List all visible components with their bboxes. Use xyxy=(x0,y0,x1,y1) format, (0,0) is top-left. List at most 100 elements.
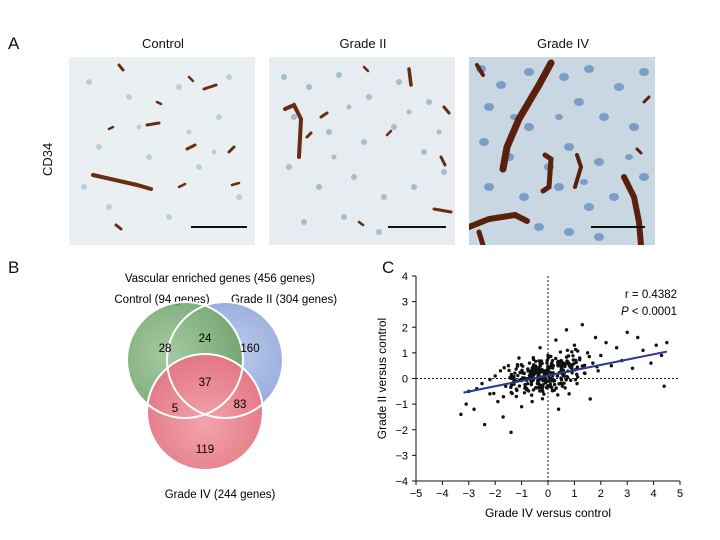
scatter-point xyxy=(548,370,553,375)
x-tick-label: 4 xyxy=(651,488,657,500)
scatter-point xyxy=(525,387,529,391)
scatter-point xyxy=(558,350,563,354)
scatter-point xyxy=(540,397,545,401)
scatter-point xyxy=(529,382,534,387)
scatter-point xyxy=(542,392,546,396)
scatter-point xyxy=(545,358,549,363)
scatter-point xyxy=(482,422,487,427)
venn-count-control-grade2: 24 xyxy=(199,333,212,345)
scatter-point xyxy=(570,366,574,370)
scatter-point xyxy=(501,395,506,399)
scatter-point xyxy=(502,366,506,370)
y-tick-label: −4 xyxy=(395,476,408,488)
scatter-point xyxy=(531,357,536,362)
scatter-point xyxy=(556,359,560,364)
scatter-point xyxy=(571,358,576,362)
scatter-point xyxy=(550,358,555,363)
venn-set-label-grade2: Grade II (304 genes) xyxy=(231,294,337,306)
y-axis-title: Grade II versus control xyxy=(375,318,389,439)
venn-circle-grade4 xyxy=(147,354,263,470)
scatter-point xyxy=(548,384,553,388)
scatter-point xyxy=(588,397,592,401)
venn-count-grade2-grade4: 83 xyxy=(234,399,247,411)
scatter-point xyxy=(522,371,526,376)
scatter-point xyxy=(541,389,545,394)
scatter-point xyxy=(554,356,558,361)
scatter-point xyxy=(659,353,664,358)
scatter-point xyxy=(522,391,527,395)
scatter-point xyxy=(529,393,534,397)
column-title-grade4: Grade IV xyxy=(536,36,590,51)
scatter-point xyxy=(539,383,543,388)
micrograph-control xyxy=(69,57,255,245)
scatter-point xyxy=(543,381,548,385)
scatter-point xyxy=(536,378,541,383)
scatter-point xyxy=(526,381,530,386)
scatter-point xyxy=(587,354,591,359)
scatter-point xyxy=(625,330,629,335)
venn-diagram: Vascular enriched genes (456 genes) Cont… xyxy=(114,273,337,501)
scatter-point xyxy=(507,368,511,373)
scatter-point xyxy=(513,371,517,375)
scatter-point xyxy=(570,350,574,354)
scatter-point xyxy=(662,384,666,388)
scatter-point xyxy=(574,360,578,365)
scatter-point xyxy=(562,381,566,385)
scatter-point xyxy=(496,399,500,404)
scatter-point xyxy=(568,378,573,383)
scatter-point xyxy=(529,369,533,373)
scatter-point xyxy=(559,368,564,372)
scatter-point xyxy=(514,394,519,399)
y-tick-label: −1 xyxy=(395,399,408,411)
y-tick-label: 0 xyxy=(402,374,408,386)
venn-title: Vascular enriched genes (456 genes) xyxy=(125,273,315,285)
scatter-point xyxy=(530,372,535,376)
scatter-point xyxy=(530,399,534,404)
regression-line xyxy=(463,350,667,394)
scatter-point xyxy=(555,374,560,378)
scatter-point xyxy=(575,381,579,386)
scatter-point xyxy=(551,363,555,368)
y-tick-label: 4 xyxy=(402,271,408,283)
panel-c-letter: C xyxy=(382,258,395,277)
scatter-point xyxy=(514,387,519,391)
scatter-point xyxy=(492,391,496,396)
scatter-point xyxy=(538,361,542,366)
scatter-point xyxy=(509,383,514,387)
scatter-point xyxy=(567,361,571,366)
column-title-control: Control xyxy=(142,36,184,51)
scatter-point xyxy=(604,340,608,345)
scatter-point xyxy=(665,340,669,345)
scatter-point xyxy=(571,354,575,358)
scatter-point xyxy=(464,402,468,406)
y-tick-label: −2 xyxy=(395,425,408,437)
row-label-cd34: CD34 xyxy=(40,142,55,176)
scatter-point xyxy=(549,379,554,383)
scatter-point xyxy=(572,362,576,366)
scatter-point xyxy=(530,366,534,370)
scatter-point xyxy=(593,335,598,340)
x-tick-label: −5 xyxy=(410,488,423,500)
scatter-point xyxy=(559,376,563,380)
scatter-point xyxy=(546,353,550,358)
scatter-point xyxy=(609,363,614,368)
scatter-point xyxy=(498,369,503,373)
scatter-point xyxy=(509,372,514,377)
scatter-point xyxy=(537,359,541,363)
scatter-point xyxy=(556,407,561,411)
scatter-point xyxy=(565,348,570,352)
scatter-point xyxy=(536,373,541,377)
scatter-point xyxy=(563,386,567,390)
scatter-point xyxy=(630,366,635,370)
scatter-point xyxy=(575,365,580,369)
scatter-point xyxy=(533,366,537,370)
scatter-point xyxy=(585,351,590,355)
correlation-label: r = 0.4382 xyxy=(625,289,677,301)
scatter-point xyxy=(546,364,550,369)
scatter-point xyxy=(565,375,570,379)
scatter-point xyxy=(538,346,542,350)
scatter-point xyxy=(649,361,653,365)
scatter-point xyxy=(577,356,582,360)
scatter-point xyxy=(480,381,484,386)
scatter-point xyxy=(535,381,540,386)
